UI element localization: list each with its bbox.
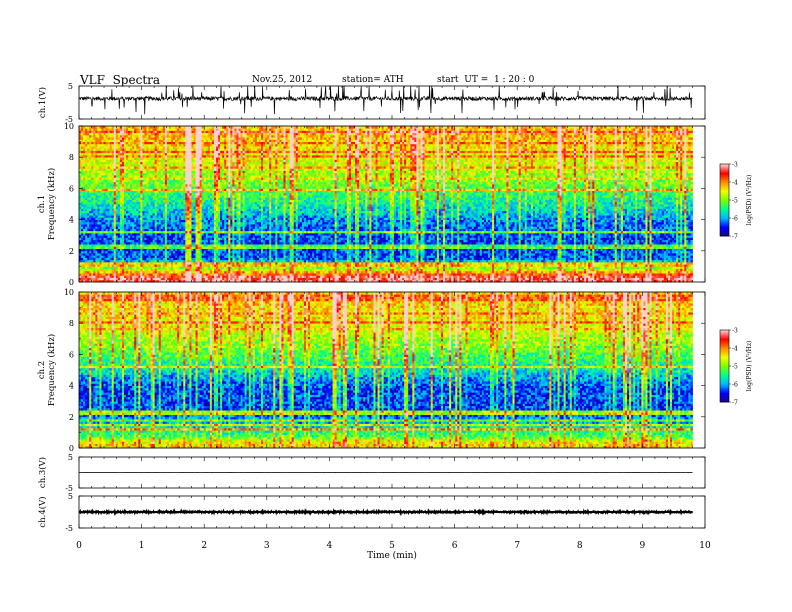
ch1-waveform-trace <box>79 86 693 114</box>
ch1-waveform-panel: 5-5ch.1(V) <box>37 82 705 124</box>
ch1-waveform-ytick-label: 5 <box>68 82 73 91</box>
ch1-waveform-ylabel: ch.1(V) <box>37 87 48 118</box>
ch1-spectrogram-cells <box>79 126 693 282</box>
ch1-waveform-ylabel-line: ch.1(V) <box>37 87 48 118</box>
